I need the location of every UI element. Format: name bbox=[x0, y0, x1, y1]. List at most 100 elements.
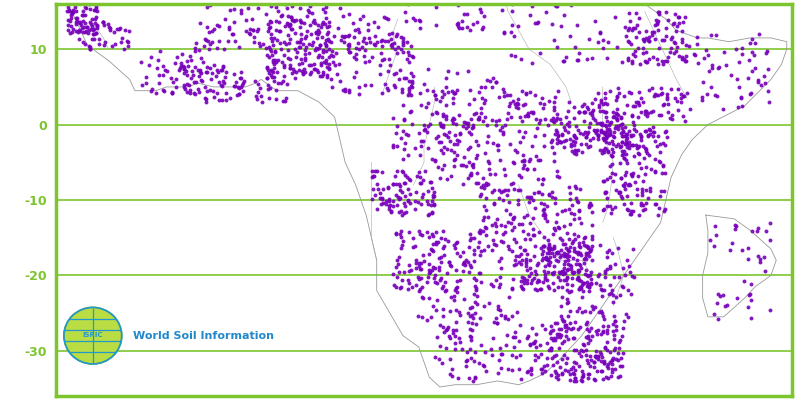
Point bbox=[506, 1, 518, 8]
Point bbox=[596, 310, 609, 316]
Point bbox=[518, 158, 531, 164]
Point bbox=[185, 75, 198, 82]
Point bbox=[657, 140, 670, 146]
Point bbox=[622, 207, 634, 213]
Point bbox=[492, 357, 505, 364]
Point bbox=[308, 17, 321, 24]
Point bbox=[582, 334, 594, 341]
Point bbox=[355, 44, 368, 51]
Point bbox=[409, 198, 422, 204]
Point bbox=[463, 144, 476, 150]
Point bbox=[578, 235, 590, 242]
Point bbox=[585, 246, 598, 252]
Point bbox=[66, 10, 78, 16]
Point bbox=[593, 101, 606, 108]
Point bbox=[447, 330, 460, 336]
Point bbox=[250, 28, 263, 34]
Point bbox=[551, 249, 564, 255]
Point bbox=[302, 41, 315, 48]
Point bbox=[571, 275, 584, 281]
Point bbox=[637, 44, 650, 51]
Point bbox=[266, 56, 279, 63]
Point bbox=[426, 247, 439, 254]
Point bbox=[394, 194, 406, 201]
Point bbox=[639, 128, 652, 134]
Point bbox=[566, 335, 579, 341]
Point bbox=[630, 145, 643, 152]
Point bbox=[475, 184, 488, 190]
Point bbox=[573, 305, 586, 312]
Point bbox=[582, 328, 595, 335]
Point bbox=[470, 284, 483, 291]
Point bbox=[450, 121, 462, 128]
Point bbox=[504, 92, 517, 98]
Point bbox=[274, 46, 287, 52]
Point bbox=[86, 27, 99, 33]
Point bbox=[546, 355, 558, 361]
Point bbox=[625, 132, 638, 138]
Point bbox=[547, 37, 560, 44]
Point bbox=[412, 276, 425, 282]
Point bbox=[521, 277, 534, 284]
Point bbox=[415, 284, 428, 290]
Point bbox=[732, 58, 745, 65]
Point bbox=[521, 212, 534, 219]
Point bbox=[393, 76, 406, 82]
Point bbox=[671, 86, 684, 92]
Point bbox=[268, 78, 281, 84]
Point bbox=[547, 150, 560, 156]
Point bbox=[562, 325, 574, 332]
Point bbox=[573, 50, 586, 56]
Point bbox=[79, 27, 92, 34]
Point bbox=[398, 146, 411, 152]
Point bbox=[646, 129, 659, 136]
Point bbox=[429, 354, 442, 360]
Point bbox=[320, 57, 333, 63]
Point bbox=[299, 35, 312, 42]
Point bbox=[587, 364, 600, 370]
Point bbox=[409, 17, 422, 23]
Point bbox=[313, 29, 326, 35]
Point bbox=[639, 111, 652, 117]
Point bbox=[626, 60, 638, 66]
Point bbox=[633, 89, 646, 95]
Point bbox=[307, 61, 320, 67]
Point bbox=[597, 328, 610, 335]
Point bbox=[422, 66, 434, 72]
Point bbox=[604, 128, 617, 135]
Point bbox=[448, 149, 461, 156]
Point bbox=[538, 206, 550, 212]
Point bbox=[585, 325, 598, 331]
Point bbox=[505, 52, 518, 58]
Point bbox=[586, 100, 598, 106]
Point bbox=[558, 258, 571, 264]
Point bbox=[588, 127, 601, 133]
Point bbox=[637, 178, 650, 184]
Point bbox=[488, 219, 501, 226]
Point bbox=[528, 338, 541, 344]
Point bbox=[502, 243, 514, 250]
Point bbox=[554, 270, 566, 276]
Point bbox=[594, 128, 607, 135]
Point bbox=[538, 368, 551, 374]
Point bbox=[466, 161, 479, 167]
Point bbox=[521, 280, 534, 286]
Point bbox=[320, 42, 333, 48]
Point bbox=[389, 173, 402, 180]
Point bbox=[585, 281, 598, 288]
Point bbox=[611, 84, 624, 91]
Point bbox=[625, 90, 638, 96]
Point bbox=[473, 360, 486, 366]
Point bbox=[578, 242, 590, 248]
Point bbox=[301, 28, 314, 34]
Point bbox=[398, 200, 410, 206]
Point bbox=[583, 352, 596, 359]
Point bbox=[88, 20, 101, 26]
Point bbox=[294, 16, 306, 23]
Point bbox=[534, 200, 547, 206]
Point bbox=[550, 136, 563, 142]
Point bbox=[196, 59, 209, 65]
Point bbox=[413, 263, 426, 270]
Point bbox=[307, 38, 320, 45]
Point bbox=[658, 129, 671, 136]
